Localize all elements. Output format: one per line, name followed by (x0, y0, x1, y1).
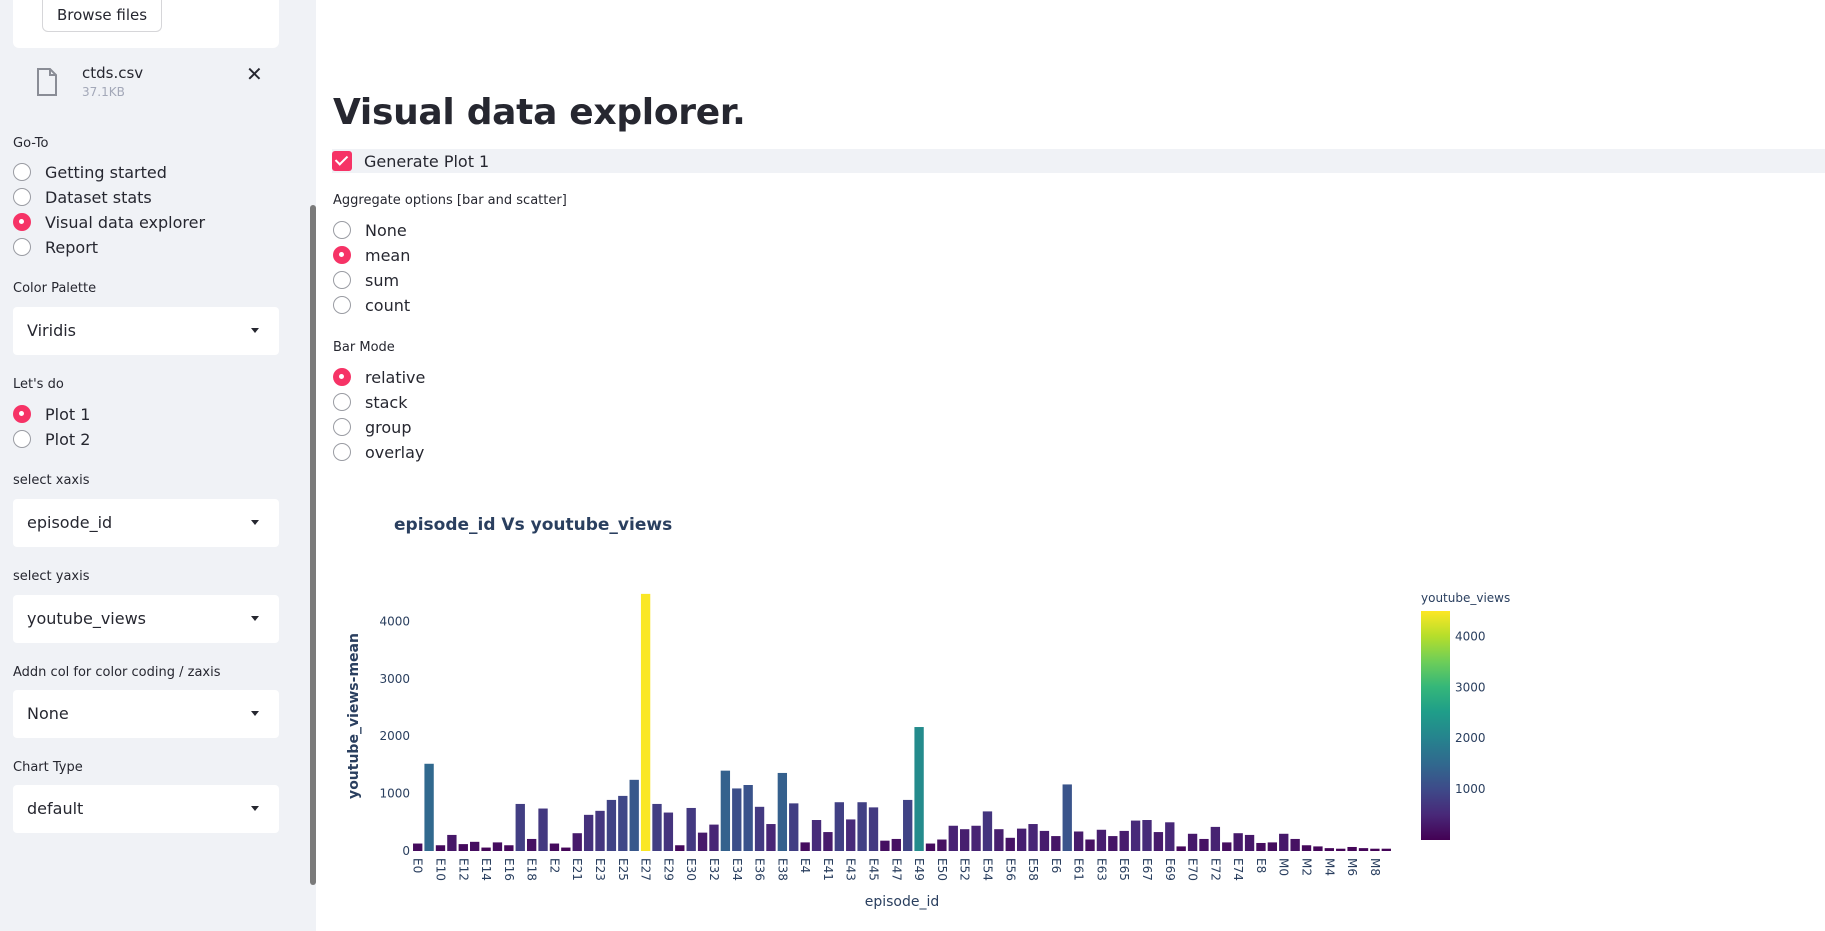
xaxis-label: select xaxis (13, 473, 90, 488)
aggregate-option-none[interactable]: None (333, 219, 407, 241)
bar-mode-option-stack[interactable]: stack (333, 391, 407, 413)
radio-icon (333, 443, 351, 461)
radio-icon (13, 188, 31, 206)
bar-mode-option-overlay[interactable]: overlay (333, 441, 424, 463)
chevron-down-icon (251, 520, 259, 525)
aggregate-option-count[interactable]: count (333, 294, 410, 316)
addn-col-select[interactable]: None (13, 690, 279, 738)
aggregate-label: Aggregate options [bar and scatter] (333, 193, 567, 208)
yaxis-label: select yaxis (13, 569, 90, 584)
radio-selected-icon (13, 405, 31, 423)
chevron-down-icon (251, 616, 259, 621)
radio-icon (13, 163, 31, 181)
lets-do-option-plot-2[interactable]: Plot 2 (13, 428, 90, 450)
radio-icon (333, 393, 351, 411)
radio-selected-icon (13, 213, 31, 231)
bar-mode-option-group[interactable]: group (333, 416, 411, 438)
file-icon (37, 68, 57, 96)
goto-option-visual-data-explorer[interactable]: Visual data explorer (13, 211, 205, 233)
color-palette-select[interactable]: Viridis (13, 307, 279, 355)
lets-do-option-plot-1[interactable]: Plot 1 (13, 403, 90, 425)
chart-type-select[interactable]: default (13, 785, 279, 833)
chevron-down-icon (251, 806, 259, 811)
goto-label: Go-To (13, 136, 49, 151)
radio-icon (333, 418, 351, 436)
radio-icon (333, 221, 351, 239)
file-size: 37.1KB (82, 85, 125, 99)
radio-icon (13, 238, 31, 256)
radio-icon (333, 271, 351, 289)
bar-mode-option-relative[interactable]: relative (333, 366, 425, 388)
yaxis-select[interactable]: youtube_views (13, 595, 279, 643)
close-icon[interactable]: ✕ (246, 62, 263, 86)
sidebar: Browse files ctds.csv 37.1KB ✕ Go-To Get… (0, 0, 316, 931)
aggregate-option-mean[interactable]: mean (333, 244, 410, 266)
aggregate-option-sum[interactable]: sum (333, 269, 399, 291)
generate-plot-label: Generate Plot 1 (364, 151, 490, 171)
lets-do-label: Let's do (13, 377, 64, 392)
sidebar-scrollbar[interactable] (310, 205, 316, 885)
radio-selected-icon (333, 368, 351, 386)
radio-icon (13, 430, 31, 448)
addn-col-label: Addn col for color coding / zaxis (13, 665, 221, 680)
chevron-down-icon (251, 328, 259, 333)
bar-mode-label: Bar Mode (333, 340, 395, 355)
page-title: Visual data explorer. (333, 92, 746, 133)
browse-files-button[interactable]: Browse files (42, 0, 163, 32)
goto-option-report[interactable]: Report (13, 236, 98, 258)
file-name: ctds.csv (82, 64, 144, 82)
chart-type-label: Chart Type (13, 760, 83, 775)
file-uploader: Browse files (13, 0, 279, 48)
main-content: Visual data explorer. Generate Plot 1 Ag… (316, 0, 1825, 931)
xaxis-select[interactable]: episode_id (13, 499, 279, 547)
radio-selected-icon (333, 246, 351, 264)
color-palette-label: Color Palette (13, 281, 97, 296)
checkbox-checked-icon (332, 151, 352, 171)
goto-option-getting-started[interactable]: Getting started (13, 161, 167, 183)
uploaded-file: ctds.csv 37.1KB ✕ (36, 64, 276, 104)
goto-option-dataset-stats[interactable]: Dataset stats (13, 186, 152, 208)
chevron-down-icon (251, 711, 259, 716)
radio-icon (333, 296, 351, 314)
generate-plot-checkbox[interactable]: Generate Plot 1 (332, 149, 1825, 173)
